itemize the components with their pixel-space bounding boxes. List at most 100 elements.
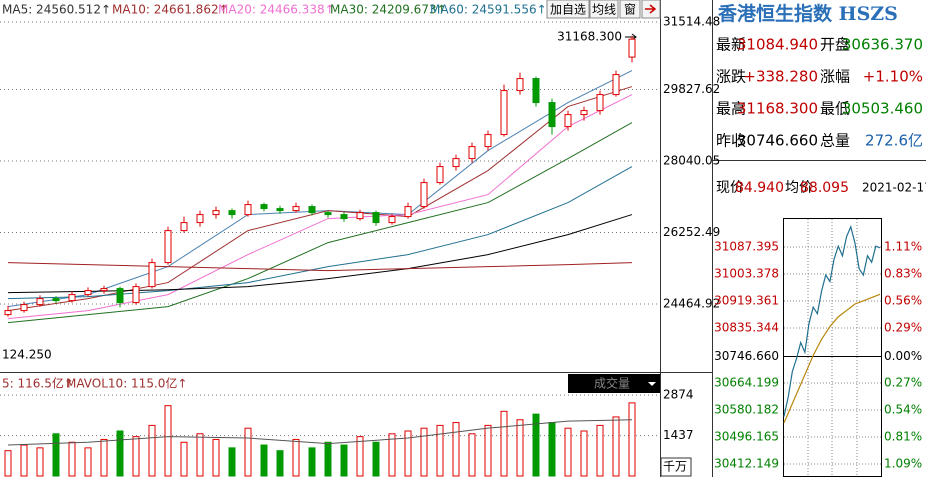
candle-body — [212, 210, 220, 216]
y-tick-label: 30412.149 — [714, 456, 779, 470]
y-tick-label: 31514.48 — [663, 14, 720, 28]
candle-body — [276, 208, 284, 212]
candle-body — [100, 288, 108, 292]
candle-body — [580, 110, 588, 116]
volume-bar — [68, 441, 76, 477]
intraday-header: 88.095 — [800, 180, 849, 196]
quote-value: 31084.940 — [737, 36, 818, 54]
volume-bar — [100, 438, 108, 477]
toolbar-button-label[interactable]: 加自选 — [550, 3, 586, 17]
volume-bar — [212, 438, 220, 477]
mavol-line — [7, 419, 633, 446]
volume-bar — [516, 419, 524, 477]
candle-body — [628, 38, 636, 58]
y-tick-label: 30580.182 — [714, 402, 779, 416]
volume-bar — [276, 450, 284, 477]
pct-label: 0.83% — [884, 266, 922, 280]
candle-body — [436, 166, 444, 184]
candle-body — [596, 94, 604, 112]
volume-bar — [452, 422, 460, 477]
y-tick-label: 31087.395 — [714, 239, 779, 253]
candle-body — [20, 304, 28, 312]
volume-legend: 5: 116.5亿↑ — [2, 376, 74, 391]
candle-body — [116, 288, 124, 304]
volume-bar — [548, 422, 556, 477]
toolbar-button[interactable] — [546, 0, 590, 19]
toolbar-button-label[interactable]: 均线 — [592, 3, 616, 17]
ma-legend: MA20: 24466.338↑ — [218, 3, 335, 17]
volume-bar — [420, 427, 428, 477]
price-line — [783, 225, 881, 417]
volume-bar — [84, 447, 92, 477]
quote-value: +338.280 — [743, 68, 818, 86]
pct-label: 1.09% — [884, 456, 922, 470]
candle-body — [420, 182, 428, 208]
candle-body — [468, 146, 476, 160]
volume-bar — [388, 433, 396, 477]
volume-legend: MAVOL10: 115.0亿↑ — [66, 376, 187, 391]
candle-body — [484, 134, 492, 148]
volume-bar — [596, 424, 604, 477]
volume-bar — [500, 410, 508, 477]
volume-bar — [436, 424, 444, 477]
unit-box — [660, 457, 692, 477]
candle-body — [452, 158, 460, 168]
candle-body — [196, 214, 204, 224]
candle-body — [4, 310, 12, 316]
candle-body — [132, 286, 140, 304]
candle-body — [228, 210, 236, 216]
dropdown-arrow[interactable] — [648, 382, 656, 386]
pct-label: 0.54% — [884, 402, 922, 416]
y-tick-label: 30919.361 — [714, 293, 779, 307]
volume-unit: 千万 — [663, 460, 687, 474]
ma-legend: MA5: 24560.512↑ — [2, 3, 111, 17]
candle-body — [356, 212, 364, 220]
pct-label: 0.29% — [884, 320, 922, 334]
volume-bar — [52, 433, 60, 477]
y-tick-label: 1437 — [663, 428, 694, 442]
indicator-selector[interactable] — [568, 374, 660, 393]
volume-bar — [292, 438, 300, 477]
volume-bar — [20, 444, 28, 477]
candle-body — [404, 206, 412, 218]
quote-label: 昨收 — [716, 132, 746, 150]
y-tick-label: 30746.660 — [714, 349, 779, 363]
candle-body — [68, 294, 76, 302]
y-tick-label: 26252.49 — [663, 225, 720, 239]
quote-label: 涨幅 — [820, 68, 850, 86]
quote-value: 30503.460 — [842, 100, 923, 118]
volume-bar — [228, 447, 236, 477]
candle-body — [500, 90, 508, 136]
expand-icon[interactable] — [645, 4, 657, 14]
candle-body — [564, 114, 572, 128]
toolbar-button[interactable] — [589, 0, 619, 19]
volume-bar — [244, 427, 252, 477]
low-label: 124.250 — [2, 348, 52, 362]
indicator-selector-label[interactable]: 成交量 — [594, 376, 630, 391]
candle-body — [516, 78, 524, 92]
volume-bar — [484, 424, 492, 477]
candle-body — [324, 212, 332, 216]
candle-body — [340, 214, 348, 220]
y-tick-label: 30835.344 — [714, 320, 779, 334]
ma-line — [7, 166, 633, 300]
pct-label: 0.81% — [884, 429, 922, 443]
quote-title: 香港恒生指数 HSZS — [717, 2, 898, 25]
candle-body — [308, 206, 316, 214]
quote-value: 272.6亿 — [865, 132, 923, 150]
y-tick-label: 30496.165 — [714, 429, 779, 443]
quote-label: 总量 — [820, 132, 850, 150]
y-tick-label: 30664.199 — [714, 375, 779, 389]
volume-bar — [612, 416, 620, 477]
volume-bar — [324, 441, 332, 477]
volume-bar — [180, 441, 188, 477]
y-tick-label: 29827.62 — [663, 82, 720, 96]
toolbar-button-label[interactable]: 窗 — [624, 3, 636, 17]
quote-value: 30636.370 — [842, 36, 923, 54]
candle-body — [180, 222, 188, 232]
pct-label: 0.27% — [884, 375, 922, 389]
quote-value: 31168.300 — [737, 100, 818, 118]
volume-bar — [628, 402, 636, 477]
toolbar-button[interactable] — [619, 0, 641, 19]
